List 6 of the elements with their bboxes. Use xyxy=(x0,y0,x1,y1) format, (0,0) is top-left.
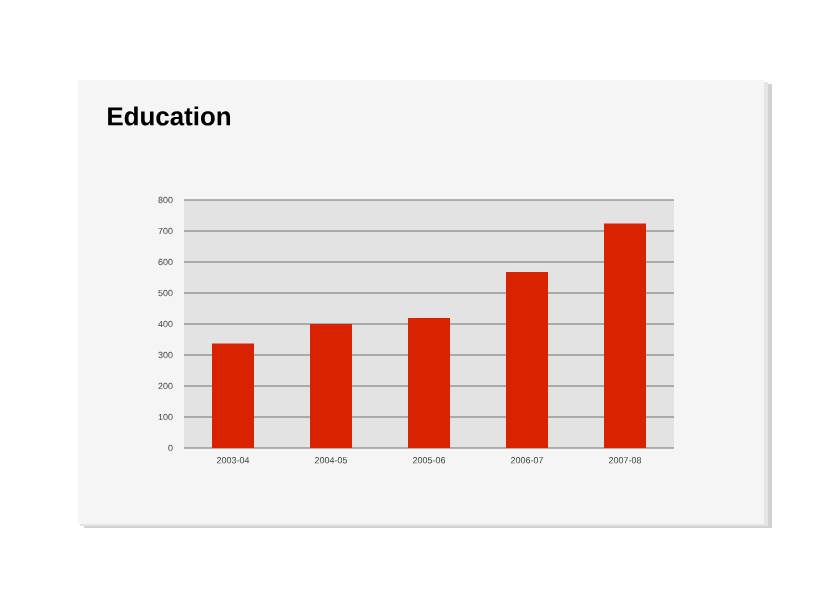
bar xyxy=(604,223,647,448)
bar xyxy=(212,343,254,448)
bar xyxy=(506,271,549,448)
bar xyxy=(408,318,451,448)
bar xyxy=(310,324,352,448)
chart-title: Education xyxy=(108,106,230,126)
